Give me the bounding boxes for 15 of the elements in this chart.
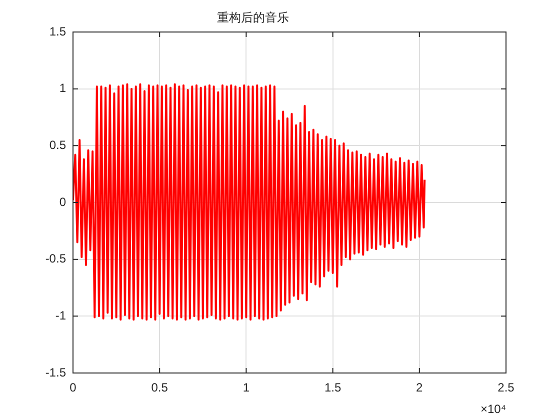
- y-tick-label: 1: [59, 81, 66, 96]
- y-tick-label: -1: [55, 308, 66, 322]
- y-tick-label: -0.5: [45, 252, 66, 266]
- y-tick-label: -1.5: [45, 365, 66, 380]
- y-tick-label: 1.5: [49, 24, 66, 38]
- y-tick-label: 0: [59, 194, 66, 209]
- x-tick-label: 2.5: [498, 380, 515, 395]
- text: ×10⁴: [480, 402, 506, 416]
- y-tick-label: 0.5: [49, 138, 66, 152]
- x-tick-label: 0: [70, 380, 77, 395]
- x-tick-label: 2: [416, 380, 424, 395]
- x-tick-label: 1.5: [324, 380, 342, 395]
- x-tick-label: 0.5: [151, 380, 168, 395]
- chart-title: 重构后的音乐: [217, 10, 289, 25]
- x-tick-label: 1: [242, 380, 250, 395]
